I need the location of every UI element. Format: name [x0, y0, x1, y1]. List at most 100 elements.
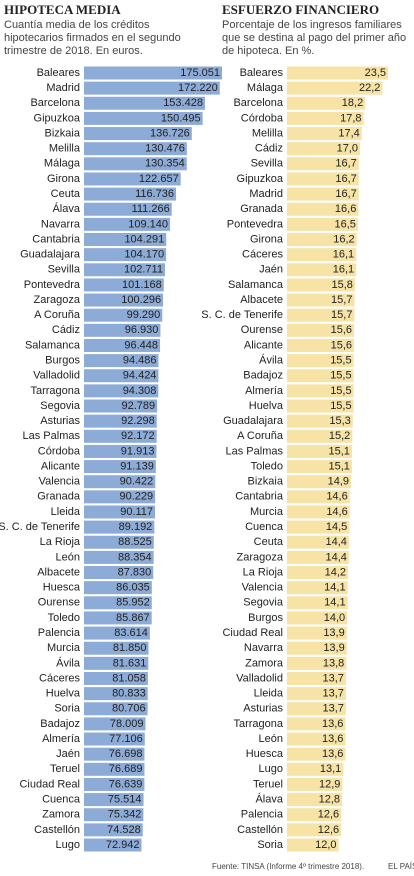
value-label: 76.639 — [109, 778, 143, 790]
bar — [287, 520, 350, 534]
category-label: Las Palmas — [226, 445, 284, 457]
category-label: Almería — [245, 385, 284, 397]
category-label: Almería — [42, 733, 81, 745]
category-label: Navarra — [41, 218, 81, 230]
bar — [287, 656, 347, 670]
bar — [287, 354, 354, 368]
value-label: 12,9 — [319, 778, 340, 790]
bar — [84, 581, 152, 595]
value-label: 75.514 — [108, 793, 142, 805]
bar — [287, 202, 359, 216]
bar — [287, 732, 346, 746]
chart-subtitle: Cuantía media de los créditos hipotecari… — [4, 19, 181, 57]
value-label: 81.850 — [113, 642, 147, 654]
value-label: 15,3 — [329, 415, 350, 427]
bar — [84, 656, 149, 670]
value-label: 15,1 — [328, 460, 349, 472]
bar — [84, 641, 149, 655]
category-label: Lugo — [259, 763, 283, 775]
category-label: Huelva — [249, 400, 284, 412]
bar — [287, 96, 366, 110]
value-label: 22,2 — [359, 82, 380, 94]
value-label: 75.342 — [108, 809, 142, 821]
category-label: Álava — [52, 202, 80, 215]
value-label: 16,7 — [335, 188, 356, 200]
category-label: Segovia — [40, 400, 81, 412]
value-label: 13,1 — [320, 763, 341, 775]
bar — [287, 762, 344, 776]
bar — [287, 278, 355, 292]
bar — [84, 793, 144, 807]
bar — [287, 369, 354, 383]
category-label: Valencia — [242, 582, 284, 594]
bar — [84, 444, 157, 458]
bar — [84, 596, 152, 610]
value-label: 15,6 — [331, 339, 352, 351]
category-label: Ceuta — [254, 536, 284, 548]
bar — [84, 626, 150, 640]
category-label: Ceuta — [51, 188, 81, 200]
category-label: Granada — [37, 491, 81, 503]
category-label: Cantabria — [32, 233, 81, 245]
value-label: 17,4 — [338, 127, 359, 139]
category-label: Palencia — [38, 627, 81, 639]
value-label: 130.476 — [145, 143, 185, 155]
bar — [84, 111, 203, 125]
bar — [84, 823, 143, 837]
value-label: 15,5 — [330, 355, 351, 367]
value-label: 15,5 — [330, 370, 351, 382]
category-label: La Rioja — [40, 536, 81, 548]
category-label: Madrid — [249, 188, 283, 200]
value-label: 99.290 — [127, 309, 161, 321]
bar — [84, 187, 177, 201]
bar — [84, 747, 145, 761]
bar — [84, 687, 148, 701]
bar — [84, 278, 164, 292]
bar — [84, 702, 148, 716]
category-label: Albacete — [240, 294, 283, 306]
bar — [84, 157, 187, 171]
bar — [287, 626, 347, 640]
value-label: 87.830 — [118, 566, 152, 578]
value-label: 81.058 — [112, 672, 146, 684]
value-label: 15,6 — [331, 324, 352, 336]
value-label: 12,0 — [315, 839, 336, 851]
bar — [84, 550, 154, 564]
bar — [287, 581, 348, 595]
bar — [84, 369, 159, 383]
value-label: 94.424 — [123, 370, 157, 382]
value-label: 17,0 — [337, 143, 358, 155]
bar — [287, 702, 346, 716]
category-label: Melilla — [252, 127, 284, 139]
value-label: 13,6 — [322, 748, 343, 760]
category-label: Pontevedra — [24, 279, 81, 291]
bar — [84, 127, 192, 141]
value-label: 88.525 — [118, 536, 152, 548]
bar — [287, 717, 346, 731]
value-label: 92.789 — [121, 400, 155, 412]
value-label: 104.170 — [124, 249, 164, 261]
category-label: Burgos — [45, 355, 80, 367]
category-label: Ourense — [241, 324, 283, 336]
category-label: Cádiz — [255, 143, 283, 155]
category-label: Barcelona — [233, 97, 283, 109]
category-label: Pontevedra — [227, 218, 284, 230]
value-label: 94.308 — [123, 385, 157, 397]
bar — [287, 308, 355, 322]
value-label: 16,1 — [333, 264, 354, 276]
category-label: Madrid — [46, 82, 80, 94]
value-label: 14,1 — [324, 597, 345, 609]
bar — [287, 142, 361, 156]
value-label: 72.942 — [106, 839, 140, 851]
bar — [287, 838, 339, 852]
category-label: Sevilla — [251, 158, 284, 170]
category-label: Toledo — [48, 612, 80, 624]
category-label: Sevilla — [48, 264, 81, 276]
bar — [84, 505, 156, 519]
brand: EL PAÍS — [388, 862, 414, 871]
value-label: 111.266 — [132, 203, 170, 215]
category-label: Navarra — [244, 642, 284, 654]
value-label: 15,8 — [331, 279, 352, 291]
